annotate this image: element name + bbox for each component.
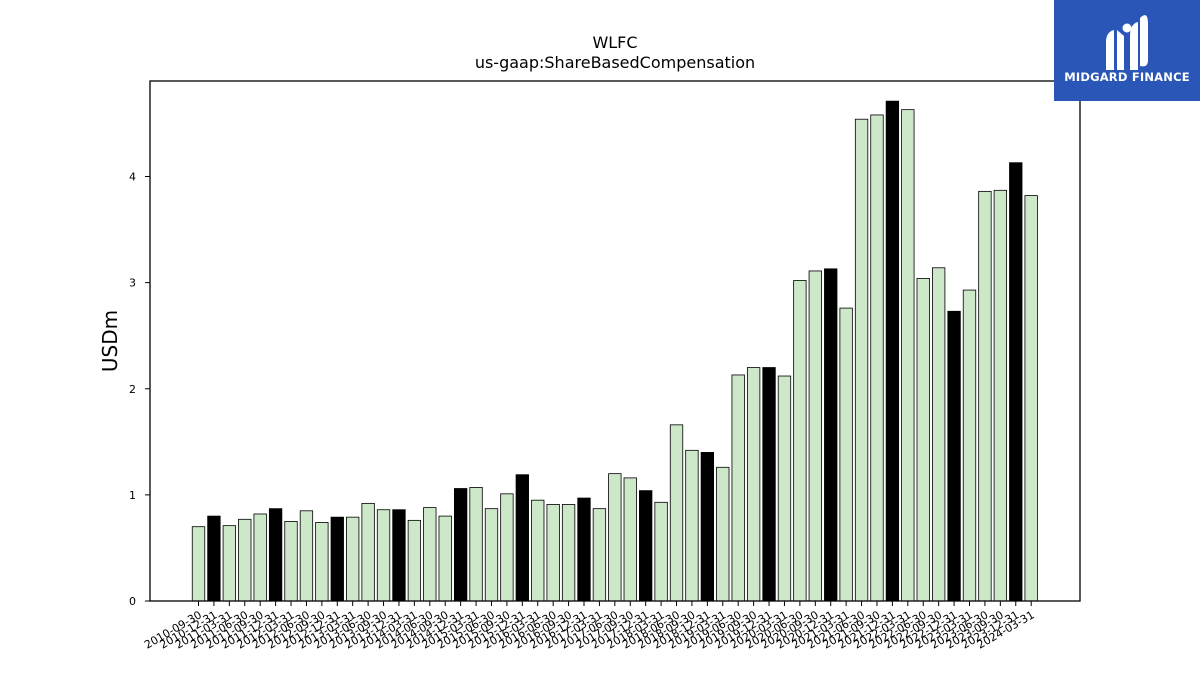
bar-2018-09-30 [685, 449, 699, 602]
bar-2010-09-30 [191, 526, 206, 602]
bar-2017-03-31 [592, 508, 607, 602]
bar-2011-06-30 [238, 518, 252, 602]
bar-2016-12-31 [577, 497, 591, 602]
bar-2014-12-31 [453, 488, 468, 602]
bar-2021-09-30 [870, 114, 884, 602]
y-tick-label: 4 [129, 171, 136, 184]
bar-2019-12-31 [762, 367, 776, 602]
bar-2012-09-30 [315, 522, 329, 602]
bar-2018-06-30 [669, 424, 684, 602]
chart-subtitle: us-gaap:ShareBasedCompensation [475, 53, 755, 72]
bar-2024-03-31 [1024, 195, 1038, 602]
bar-2019-06-30 [731, 374, 745, 602]
bar-series [191, 100, 1038, 602]
bar-2013-09-30 [376, 509, 391, 602]
bar-2013-12-31 [392, 509, 406, 602]
bar-2016-03-31 [531, 499, 545, 602]
bar-2012-12-31 [330, 516, 344, 602]
bar-2022-06-30 [916, 277, 930, 602]
y-tick-label: 3 [129, 277, 136, 290]
bar-2020-09-30 [808, 270, 822, 602]
bar-2015-06-30 [484, 508, 499, 602]
bar-2022-09-30 [932, 267, 946, 602]
bar-2015-03-31 [469, 487, 483, 602]
bar-2012-06-30 [299, 510, 314, 602]
bar-2013-06-30 [361, 502, 375, 602]
bar-2011-03-31 [222, 525, 236, 602]
plot-frame [149, 80, 1081, 602]
x-axis: 2010-09-302010-12-312011-03-312011-06-30… [142, 601, 1037, 652]
bar-2021-12-31 [885, 100, 900, 602]
bar-2020-06-30 [793, 280, 807, 602]
bar-2022-03-31 [901, 109, 915, 602]
bar-2013-03-31 [346, 516, 360, 602]
bar-2019-03-31 [716, 466, 730, 602]
bar-2020-12-31 [824, 268, 838, 602]
bar-2023-03-31 [962, 289, 977, 602]
bar-2021-03-31 [839, 307, 853, 602]
bar-2023-09-30 [993, 189, 1007, 602]
bar-2011-12-31 [268, 508, 283, 602]
chart-title: WLFC [592, 33, 637, 52]
bar-2019-09-30 [746, 367, 761, 602]
bar-2017-09-30 [623, 477, 637, 602]
midgard-logo-icon [1106, 15, 1148, 70]
bar-2018-03-31 [654, 501, 668, 602]
y-tick-label: 0 [129, 595, 136, 608]
bar-2017-06-30 [608, 473, 622, 602]
bar-2015-09-30 [500, 493, 514, 602]
bar-2022-12-31 [947, 310, 961, 602]
bar-2014-09-30 [438, 515, 452, 602]
bar-2023-12-31 [1009, 162, 1023, 602]
bar-2015-12-31 [515, 474, 529, 602]
bar-2018-12-31 [700, 452, 715, 602]
brand-name: MIDGARD FINANCE [1064, 70, 1190, 84]
bar-2014-03-31 [407, 519, 422, 602]
bar-2021-06-30 [854, 118, 869, 602]
y-tick-label: 1 [129, 489, 136, 502]
bar-2010-12-31 [207, 515, 221, 602]
bar-2017-12-31 [639, 490, 653, 602]
brand-logo: MIDGARD FINANCE [1054, 0, 1200, 101]
y-axis-label: USDm [98, 310, 122, 372]
y-axis: 0 1 2 3 4 [129, 171, 150, 608]
y-tick-label: 2 [129, 383, 136, 396]
bar-2012-03-31 [284, 521, 298, 602]
bar-2023-06-30 [978, 190, 992, 602]
bar-2011-09-30 [253, 513, 267, 602]
bar-2020-03-31 [777, 375, 792, 602]
bar-2016-06-30 [546, 504, 560, 602]
bar-2016-09-30 [561, 504, 576, 602]
bar-2014-06-30 [423, 507, 437, 602]
